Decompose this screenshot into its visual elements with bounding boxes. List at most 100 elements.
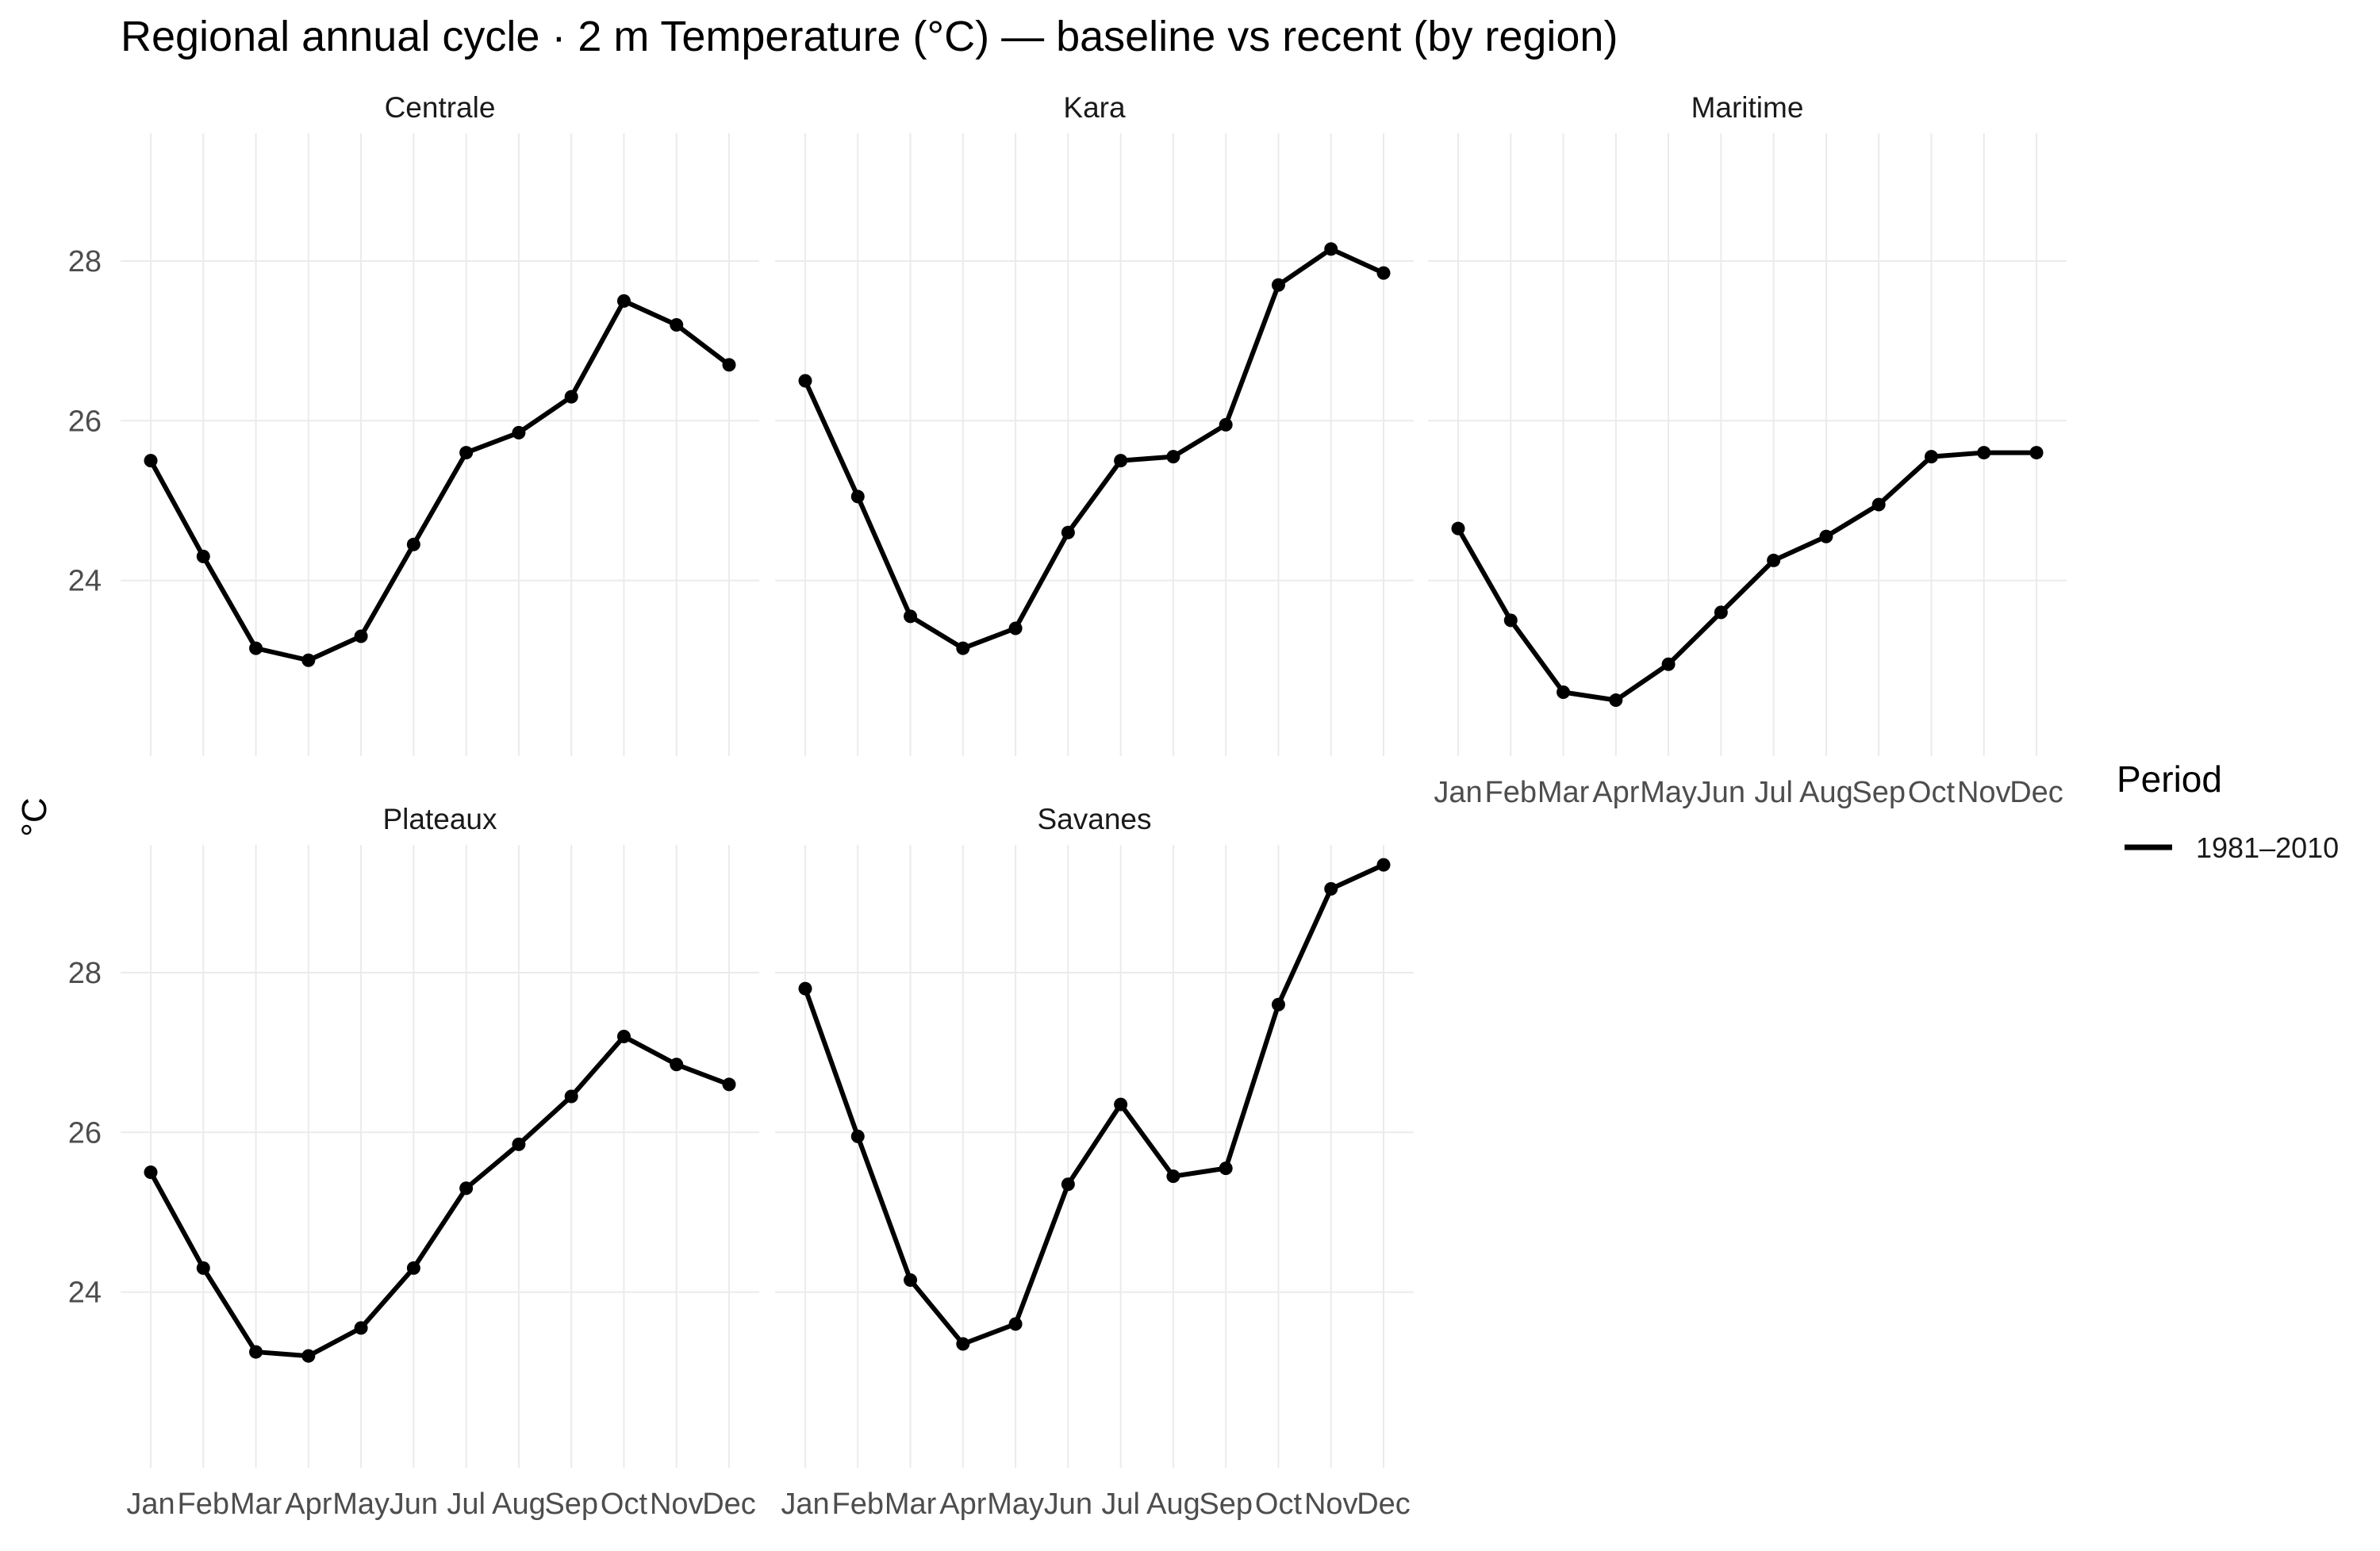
data-point bbox=[1061, 1177, 1075, 1192]
data-point bbox=[1061, 525, 1075, 539]
data-point bbox=[459, 1181, 474, 1196]
data-point bbox=[956, 1337, 970, 1351]
legend-entry-label: 1981–2010 bbox=[2196, 831, 2339, 864]
x-tick-label: Mar bbox=[230, 1488, 282, 1521]
data-point bbox=[616, 294, 631, 308]
x-tick-label: Dec bbox=[702, 1488, 756, 1521]
y-tick-label: 26 bbox=[68, 405, 102, 438]
x-tick-label: May bbox=[332, 1488, 390, 1521]
x-tick-label: Jul bbox=[1754, 776, 1793, 809]
data-point bbox=[1503, 613, 1518, 628]
data-point bbox=[1609, 693, 1623, 708]
x-tick-label: Oct bbox=[1908, 776, 1956, 809]
data-point bbox=[1324, 881, 1338, 896]
x-tick-label: Mar bbox=[885, 1488, 937, 1521]
series-line bbox=[803, 246, 1386, 651]
x-tick-label: Jun bbox=[1697, 776, 1745, 809]
x-tick-label: Oct bbox=[601, 1488, 648, 1521]
x-tick-label: Apr bbox=[285, 1488, 332, 1521]
data-point bbox=[616, 1030, 631, 1044]
data-point bbox=[1219, 417, 1233, 432]
x-tick-label: Apr bbox=[939, 1488, 986, 1521]
data-point bbox=[850, 1129, 865, 1143]
panel-title: Centrale bbox=[385, 91, 496, 124]
data-point bbox=[850, 489, 865, 504]
data-point bbox=[1008, 621, 1023, 635]
series-line bbox=[148, 298, 731, 663]
data-point bbox=[798, 374, 812, 388]
data-point bbox=[1166, 450, 1180, 464]
data-point bbox=[564, 1089, 578, 1104]
panel-title: Kara bbox=[1063, 91, 1126, 124]
data-point bbox=[1767, 553, 1781, 567]
data-point bbox=[1557, 685, 1571, 699]
data-point bbox=[1714, 605, 1728, 620]
x-tick-label: Oct bbox=[1255, 1488, 1303, 1521]
x-tick-label: Apr bbox=[1592, 776, 1639, 809]
data-point bbox=[301, 653, 316, 667]
data-point bbox=[670, 318, 684, 332]
data-point bbox=[1451, 521, 1465, 536]
x-tick-label: Sep bbox=[1199, 1488, 1253, 1521]
y-tick-label: 26 bbox=[68, 1116, 102, 1150]
x-tick-label: May bbox=[1640, 776, 1697, 809]
x-tick-label: Dec bbox=[2010, 776, 2063, 809]
data-point bbox=[1871, 497, 1886, 512]
y-tick-label: 28 bbox=[68, 957, 102, 990]
data-point bbox=[1166, 1169, 1180, 1184]
panel-title: Maritime bbox=[1691, 91, 1804, 124]
data-point bbox=[406, 537, 420, 551]
data-point bbox=[196, 549, 210, 563]
data-point bbox=[459, 446, 474, 460]
data-point bbox=[722, 1077, 736, 1092]
x-tick-label: Mar bbox=[1537, 776, 1590, 809]
data-point bbox=[249, 641, 263, 655]
series-line bbox=[148, 1034, 731, 1359]
x-tick-label: Feb bbox=[178, 1488, 229, 1521]
y-tick-label: 24 bbox=[68, 565, 102, 598]
panel-title: Savanes bbox=[1038, 803, 1152, 835]
y-tick-label: 28 bbox=[68, 245, 102, 278]
panel-centrale: Centrale 24 26 28 bbox=[68, 91, 759, 756]
x-tick-label: Jan bbox=[126, 1488, 175, 1521]
data-point bbox=[956, 641, 970, 655]
series-line bbox=[1456, 450, 2039, 703]
data-point bbox=[1271, 997, 1285, 1012]
data-point bbox=[512, 425, 526, 440]
panel-title: Plateaux bbox=[383, 803, 497, 835]
y-tick-label: 24 bbox=[68, 1277, 102, 1310]
data-point bbox=[1977, 446, 1991, 460]
x-tick-label: Sep bbox=[1852, 776, 1906, 809]
data-point bbox=[1271, 278, 1285, 292]
data-point bbox=[354, 629, 368, 643]
data-point bbox=[798, 981, 812, 996]
data-point bbox=[904, 609, 918, 624]
data-point bbox=[301, 1349, 316, 1363]
data-point bbox=[1324, 242, 1338, 256]
data-point bbox=[196, 1261, 210, 1275]
data-point bbox=[2029, 446, 2044, 460]
x-tick-label: Sep bbox=[544, 1488, 598, 1521]
y-axis-label: °C bbox=[15, 797, 54, 836]
data-point bbox=[144, 1165, 158, 1180]
data-point bbox=[354, 1321, 368, 1335]
x-tick-label: Aug bbox=[1146, 1488, 1200, 1521]
data-point bbox=[1661, 657, 1676, 671]
data-point bbox=[722, 358, 736, 372]
data-point bbox=[512, 1137, 526, 1151]
x-tick-label: May bbox=[987, 1488, 1044, 1521]
data-point bbox=[1114, 454, 1128, 468]
x-tick-label: Nov bbox=[650, 1488, 704, 1521]
data-point bbox=[1819, 529, 1833, 543]
data-point bbox=[1376, 266, 1391, 280]
series-line bbox=[803, 862, 1386, 1347]
data-point bbox=[1376, 858, 1391, 872]
x-tick-label: Jul bbox=[447, 1488, 486, 1521]
x-tick-label: Nov bbox=[1304, 1488, 1358, 1521]
data-point bbox=[1219, 1161, 1233, 1176]
data-point bbox=[249, 1345, 263, 1359]
legend: Period 1981–2010 bbox=[2117, 758, 2339, 864]
